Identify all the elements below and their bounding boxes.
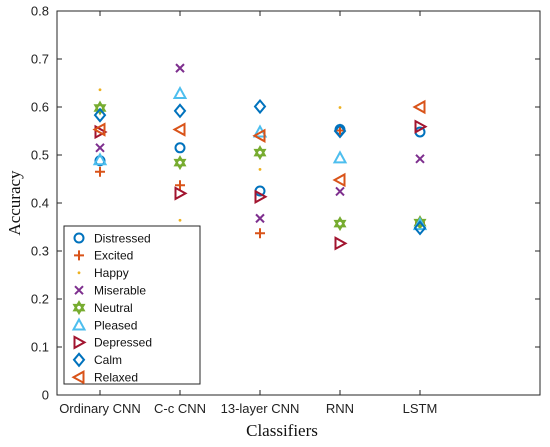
- x-tick-label: 13-layer CNN: [221, 401, 300, 416]
- point-excited-0: [95, 166, 105, 177]
- legend-label-distressed: Distressed: [94, 231, 151, 245]
- point-depressed-2: [254, 189, 268, 204]
- data-markers: [92, 63, 428, 251]
- axis-ticks: [57, 10, 540, 396]
- point-calm-3: [333, 123, 347, 139]
- point-miserable-3: [335, 186, 345, 197]
- y-tick-label: 0.2: [31, 292, 49, 307]
- point-relaxed-0: [92, 122, 106, 137]
- legend-label-excited: Excited: [94, 249, 133, 263]
- legend-marker-distressed: [73, 232, 85, 244]
- legend-marker-happy: [77, 271, 81, 275]
- legend-box: [63, 225, 201, 385]
- point-distressed-1: [174, 142, 186, 154]
- legend-label-pleased: Pleased: [94, 318, 137, 332]
- legend-label-calm: Calm: [94, 353, 122, 367]
- point-happy-3: [338, 106, 342, 109]
- legend: Distressed Excited Happy Miserable Neutral Pl…: [63, 225, 201, 385]
- y-tick-labels: 0 0.1 0.2 0.3 0.4 0.5 0.6 0.7 0.8: [31, 4, 49, 403]
- point-neutral-3: [333, 216, 347, 232]
- y-axis-title: Accuracy: [5, 170, 24, 236]
- y-tick-label: 0: [42, 388, 49, 403]
- point-happy-1: [178, 218, 182, 222]
- point-excited-1: [175, 180, 185, 191]
- point-depressed-1: [174, 186, 188, 201]
- point-calm-1: [173, 103, 187, 119]
- legend-marker-relaxed: [71, 370, 85, 385]
- point-happy-2: [258, 168, 262, 171]
- point-calm-2: [253, 98, 267, 115]
- y-tick-label: 0.5: [31, 148, 49, 163]
- legend-marker-depressed: [73, 335, 87, 350]
- y-tick-label: 0.1: [31, 340, 49, 355]
- y-tick-label: 0.3: [31, 244, 49, 259]
- point-relaxed-2: [252, 128, 266, 143]
- point-miserable-2: [255, 213, 265, 224]
- point-relaxed-3: [332, 172, 346, 188]
- legend-marker-neutral: [72, 300, 86, 316]
- point-miserable-4: [415, 154, 425, 164]
- y-tick-label: 0.7: [31, 52, 49, 67]
- point-excited-2: [255, 228, 265, 239]
- point-calm-4: [413, 220, 427, 236]
- legend-items: Distressed Excited Happy Miserable Neutral Pl…: [71, 231, 152, 385]
- point-pleased-0: [92, 152, 108, 166]
- x-tick-label: C-c CNN: [154, 401, 206, 416]
- x-tick-labels: Ordinary CNN C-c CNN 13-layer CNN RNN LSTM: [59, 401, 437, 416]
- legend-marker-calm: [72, 352, 86, 368]
- point-pleased-1: [172, 85, 188, 100]
- y-tick-label: 0.4: [31, 196, 49, 211]
- point-miserable-1: [175, 63, 185, 73]
- legend-marker-miserable: [74, 285, 84, 295]
- legend-label-neutral: Neutral: [94, 301, 133, 315]
- point-pleased-3: [332, 150, 348, 164]
- x-tick-label: Ordinary CNN: [59, 401, 141, 416]
- x-tick-label: RNN: [326, 401, 354, 416]
- legend-label-depressed: Depressed: [94, 336, 152, 350]
- point-relaxed-4: [412, 99, 426, 115]
- point-depressed-3: [334, 236, 348, 251]
- point-neutral-1: [173, 155, 187, 171]
- y-tick-label: 0.6: [31, 100, 49, 115]
- point-neutral-2: [253, 145, 267, 161]
- point-miserable-0: [95, 143, 105, 153]
- point-happy-0: [98, 88, 102, 92]
- point-calm-0: [93, 107, 107, 123]
- y-tick-label: 0.8: [31, 4, 49, 19]
- point-relaxed-1: [172, 122, 186, 137]
- point-depressed-0: [94, 124, 108, 140]
- legend-label-happy: Happy: [94, 266, 129, 280]
- point-depressed-4: [414, 119, 428, 134]
- x-tick-label: LSTM: [403, 401, 438, 416]
- legend-marker-excited: [74, 250, 84, 261]
- legend-marker-pleased: [71, 317, 87, 331]
- legend-label-miserable: Miserable: [94, 284, 146, 298]
- x-axis-title: Classifiers: [246, 421, 318, 440]
- legend-label-relaxed: Relaxed: [94, 371, 138, 385]
